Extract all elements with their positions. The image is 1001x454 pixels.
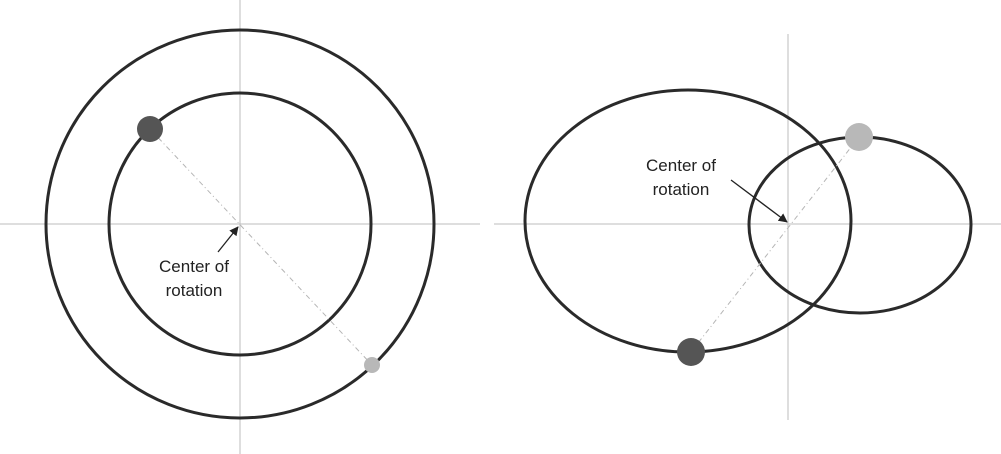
left-label-line2: rotation	[166, 281, 223, 300]
right-large-body	[677, 338, 705, 366]
left-large-body	[137, 116, 163, 142]
right-label-line2: rotation	[653, 180, 710, 199]
left-label-line1: Center of	[159, 257, 229, 276]
right-large-orbit	[523, 88, 853, 354]
left-inner-orbit	[107, 91, 373, 357]
left-outer-orbit	[44, 28, 436, 420]
right-small-body	[845, 123, 873, 151]
left-connecting-line	[149, 128, 373, 366]
right-connecting-line	[690, 136, 860, 353]
right-label-line1: Center of	[646, 156, 716, 175]
right-panel: Center of rotation	[494, 34, 1001, 420]
left-center-arrow	[217, 226, 239, 253]
left-small-body	[364, 357, 380, 373]
right-center-arrow	[730, 179, 788, 223]
left-panel: Center of rotation	[0, 0, 480, 454]
right-small-orbit	[747, 135, 973, 315]
